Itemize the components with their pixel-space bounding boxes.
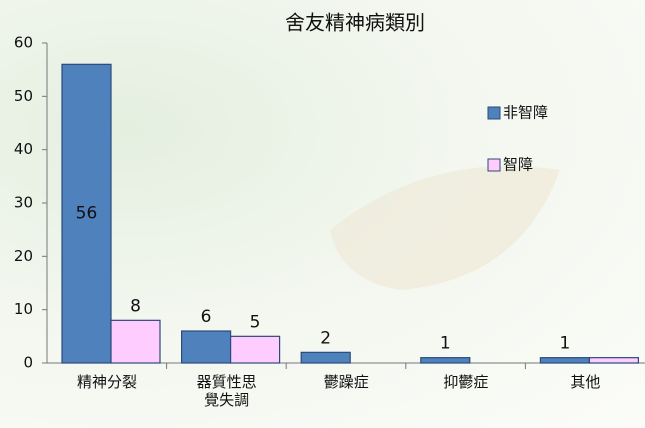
x-tick-label: 器質性思覺失調 xyxy=(194,373,259,409)
data-label: 5 xyxy=(250,312,261,332)
bar xyxy=(421,358,470,363)
bar xyxy=(540,358,589,363)
page: 舍友精神病類別 0 10 20 30 40 50 60 56 8 6 5 2 1 1 非智障智障 精神分裂 器… xyxy=(0,0,645,428)
legend-swatch xyxy=(488,107,500,119)
leaf-decoration xyxy=(330,166,560,290)
chart: 舍友精神病類別 0 10 20 30 40 50 60 56 8 6 5 2 1 1 非智障智障 xyxy=(0,0,645,428)
y-tick-label: 10 xyxy=(14,300,33,318)
x-tick-label: 鬱躁症 xyxy=(314,373,379,391)
x-tick-label: 精神分裂 xyxy=(75,373,140,391)
y-tick-label: 40 xyxy=(14,140,33,158)
data-label: 8 xyxy=(130,296,141,316)
y-tick-label: 30 xyxy=(14,194,33,212)
data-label: 56 xyxy=(76,204,98,224)
legend-label: 智障 xyxy=(503,156,533,174)
legend-swatch xyxy=(488,159,500,171)
chart-title: 舍友精神病類別 xyxy=(285,11,425,35)
data-label: 6 xyxy=(201,307,212,327)
data-label: 1 xyxy=(559,334,570,354)
y-tick-label: 60 xyxy=(14,34,33,52)
y-tick-label: 50 xyxy=(14,87,33,105)
y-tick-label: 0 xyxy=(23,354,33,372)
bar xyxy=(301,352,350,363)
x-tick-label: 抑鬱症 xyxy=(434,373,499,391)
bar xyxy=(589,358,638,363)
bar xyxy=(111,320,160,363)
bar xyxy=(231,336,280,363)
x-tick-label: 其他 xyxy=(553,373,618,391)
y-tick-label: 20 xyxy=(14,247,33,265)
data-label: 2 xyxy=(320,328,331,348)
bar xyxy=(182,331,231,363)
legend-label: 非智障 xyxy=(503,104,548,122)
data-label: 1 xyxy=(440,334,451,354)
